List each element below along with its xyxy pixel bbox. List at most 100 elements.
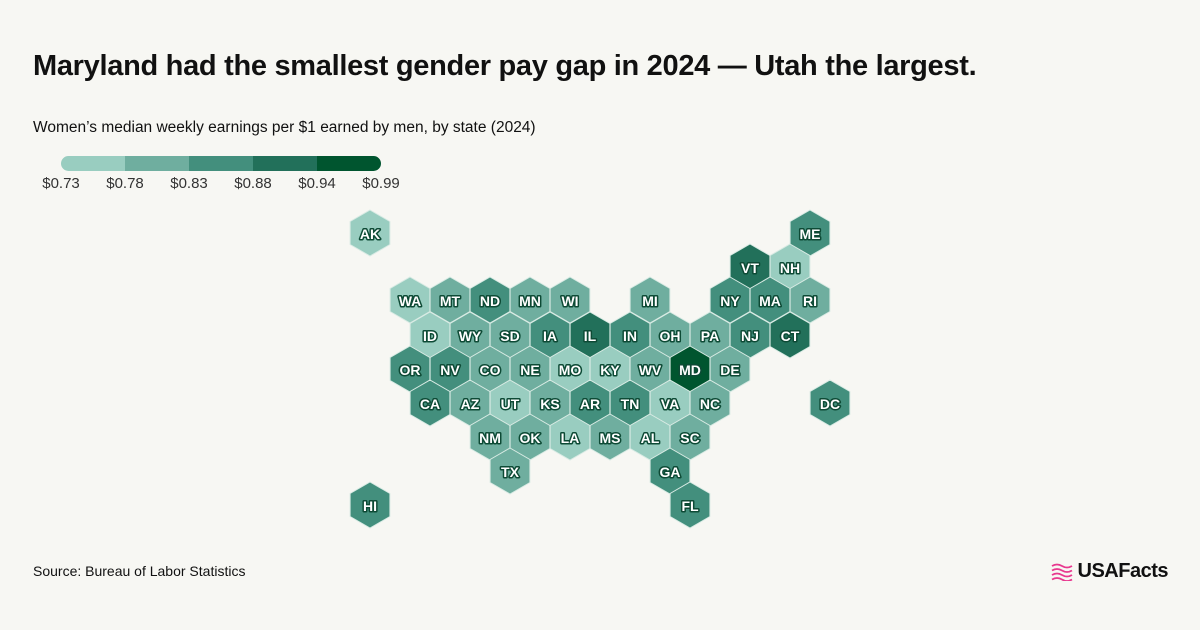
hex-shape xyxy=(669,481,711,529)
state-hex-ar: AR xyxy=(569,379,611,427)
state-label: AK xyxy=(360,226,380,242)
state-label: GA xyxy=(660,464,681,480)
state-hex-nv: NV xyxy=(429,345,471,393)
state-label: WA xyxy=(399,293,422,309)
state-label: VT xyxy=(741,260,759,276)
legend-label: $0.94 xyxy=(298,175,336,192)
state-hex-co: CO xyxy=(469,345,511,393)
state-label: WY xyxy=(459,328,482,344)
state-hex-md: MD xyxy=(669,345,711,393)
legend-label: $0.73 xyxy=(42,175,80,192)
state-label: MA xyxy=(759,293,781,309)
state-label: IA xyxy=(543,328,557,344)
state-hex-mi: MI xyxy=(629,276,671,324)
state-hex-tx: TX xyxy=(489,447,531,495)
page-title: Maryland had the smallest gender pay gap… xyxy=(33,50,977,82)
state-label: AR xyxy=(580,396,600,412)
state-hex-id: ID xyxy=(409,311,451,359)
state-label: PA xyxy=(701,328,719,344)
state-label: NJ xyxy=(741,328,759,344)
state-hex-sc: SC xyxy=(669,413,711,461)
legend-swatch-2 xyxy=(125,156,189,171)
state-label: NE xyxy=(520,362,539,378)
state-label: KY xyxy=(600,362,620,378)
flag-icon xyxy=(1051,563,1072,581)
state-hex-me: ME xyxy=(789,209,831,257)
state-hex-hi: HI xyxy=(349,481,391,529)
state-hex-ak: AK xyxy=(349,209,391,257)
state-label: UT xyxy=(501,396,520,412)
state-hex-oh: OH xyxy=(649,311,691,359)
state-hex-ri: RI xyxy=(789,276,831,324)
state-label: SD xyxy=(500,328,519,344)
state-label: OR xyxy=(400,362,421,378)
hex-shape xyxy=(349,209,391,257)
state-label: NY xyxy=(720,293,740,309)
state-label: CA xyxy=(420,396,440,412)
state-hex-in: IN xyxy=(609,311,651,359)
state-label: FL xyxy=(681,498,699,514)
state-hex-az: AZ xyxy=(449,379,491,427)
state-label: DC xyxy=(820,396,840,412)
state-hex-al: AL xyxy=(629,413,671,461)
state-label: MD xyxy=(679,362,701,378)
state-hex-ok: OK xyxy=(509,413,551,461)
state-label: OK xyxy=(520,430,541,446)
state-label: MS xyxy=(600,430,621,446)
legend-label: $0.78 xyxy=(106,175,144,192)
state-label: VA xyxy=(661,396,679,412)
state-label: MT xyxy=(440,293,461,309)
state-hex-fl: FL xyxy=(669,481,711,529)
state-hex-or: OR xyxy=(389,345,431,393)
state-label: NM xyxy=(479,430,501,446)
state-hex-nm: NM xyxy=(469,413,511,461)
state-hex-mn: MN xyxy=(509,276,551,324)
hex-shape xyxy=(349,481,391,529)
state-hex-ia: IA xyxy=(529,311,571,359)
state-hex-wi: WI xyxy=(549,276,591,324)
hex-shape xyxy=(809,379,851,427)
state-label: ND xyxy=(480,293,500,309)
state-hex-pa: PA xyxy=(689,311,731,359)
hex-shape xyxy=(489,447,531,495)
state-label: OH xyxy=(660,328,681,344)
state-hex-ks: KS xyxy=(529,379,571,427)
state-label: CT xyxy=(781,328,800,344)
state-label: MI xyxy=(642,293,658,309)
state-label: ME xyxy=(800,226,821,242)
legend-color-bar xyxy=(61,156,381,171)
state-label: IL xyxy=(584,328,597,344)
state-label: KS xyxy=(540,396,559,412)
state-label: WI xyxy=(561,293,578,309)
state-label: TX xyxy=(501,464,520,480)
state-label: AZ xyxy=(461,396,480,412)
legend-swatch-1 xyxy=(61,156,125,171)
state-hex-nh: NH xyxy=(769,243,811,291)
state-label: WV xyxy=(639,362,662,378)
state-hex-mt: MT xyxy=(429,276,471,324)
legend-label: $0.88 xyxy=(234,175,272,192)
legend-swatch-5 xyxy=(317,156,381,171)
state-label: LA xyxy=(561,430,580,446)
state-label: HI xyxy=(363,498,377,514)
state-hex-ny: NY xyxy=(709,276,751,324)
subtitle: Women’s median weekly earnings per $1 ea… xyxy=(33,119,536,136)
logo-text: USAFacts xyxy=(1077,560,1169,582)
state-hex-wy: WY xyxy=(449,311,491,359)
state-hex-la: LA xyxy=(549,413,591,461)
state-label: DE xyxy=(720,362,739,378)
state-label: RI xyxy=(803,293,817,309)
state-hex-wa: WA xyxy=(389,276,431,324)
state-label: ID xyxy=(423,328,437,344)
legend-swatch-4 xyxy=(253,156,317,171)
source-note: Source: Bureau of Labor Statistics xyxy=(33,563,246,579)
state-label: SC xyxy=(680,430,699,446)
state-hex-mo: MO xyxy=(549,345,591,393)
state-label: MN xyxy=(519,293,541,309)
state-hex-ms: MS xyxy=(589,413,631,461)
hex-shape xyxy=(769,311,811,359)
state-hex-ct: CT xyxy=(769,311,811,359)
state-label: MO xyxy=(559,362,582,378)
state-label: IN xyxy=(623,328,637,344)
